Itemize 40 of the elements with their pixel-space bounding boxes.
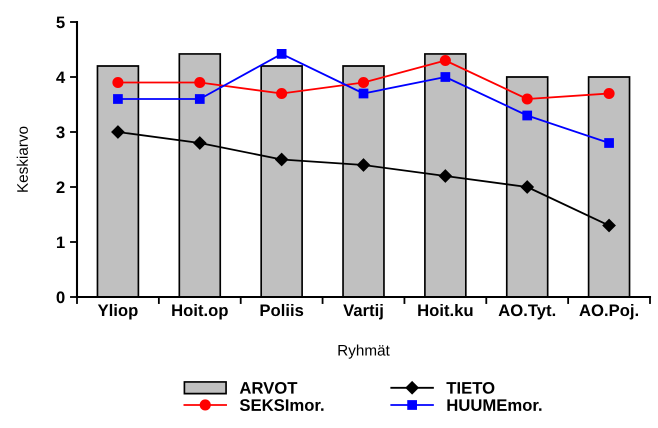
legend-label: TIETO	[446, 382, 494, 394]
point	[194, 76, 206, 88]
point	[276, 88, 288, 100]
point	[113, 94, 123, 104]
x-tick-label: AO.Tyt.	[498, 304, 556, 320]
point	[520, 180, 534, 194]
point	[522, 93, 533, 105]
point	[604, 138, 614, 148]
point	[276, 49, 287, 59]
y-tick-label: 5	[56, 16, 65, 28]
point	[602, 218, 616, 232]
legend-label: SEKSImor.	[240, 399, 324, 411]
point	[275, 152, 288, 166]
point	[522, 110, 532, 120]
y-axis-title: Keskiarvo	[16, 126, 28, 192]
x-tick-label: Yliop	[98, 304, 138, 320]
point	[194, 94, 205, 104]
point	[358, 88, 368, 98]
x-tick-label: Vartij	[343, 304, 383, 320]
y-tick-label: 0	[56, 291, 65, 304]
x-tick-label: Poliis	[260, 304, 304, 316]
point	[358, 76, 370, 88]
legend-label: ARVOT	[240, 382, 298, 394]
point	[193, 136, 206, 150]
point	[112, 76, 124, 88]
y-tick-label: 4	[56, 72, 66, 84]
x-tick-label: Hoit.op	[172, 304, 228, 320]
point	[438, 169, 452, 183]
x-tick-label: AO.Poj.	[579, 304, 638, 320]
y-tick-label: 2	[56, 181, 65, 194]
legend-label: HUUMEmor.	[447, 399, 542, 411]
y-tick-label: 3	[56, 126, 65, 138]
y-tick-label: 1	[56, 236, 65, 248]
point	[604, 88, 615, 100]
x-tick-label: Hoit.ku	[418, 304, 472, 316]
point	[440, 72, 450, 82]
point	[440, 54, 451, 66]
point	[111, 125, 125, 139]
x-axis-title: Ryhmät	[338, 344, 390, 359]
point	[356, 158, 370, 172]
